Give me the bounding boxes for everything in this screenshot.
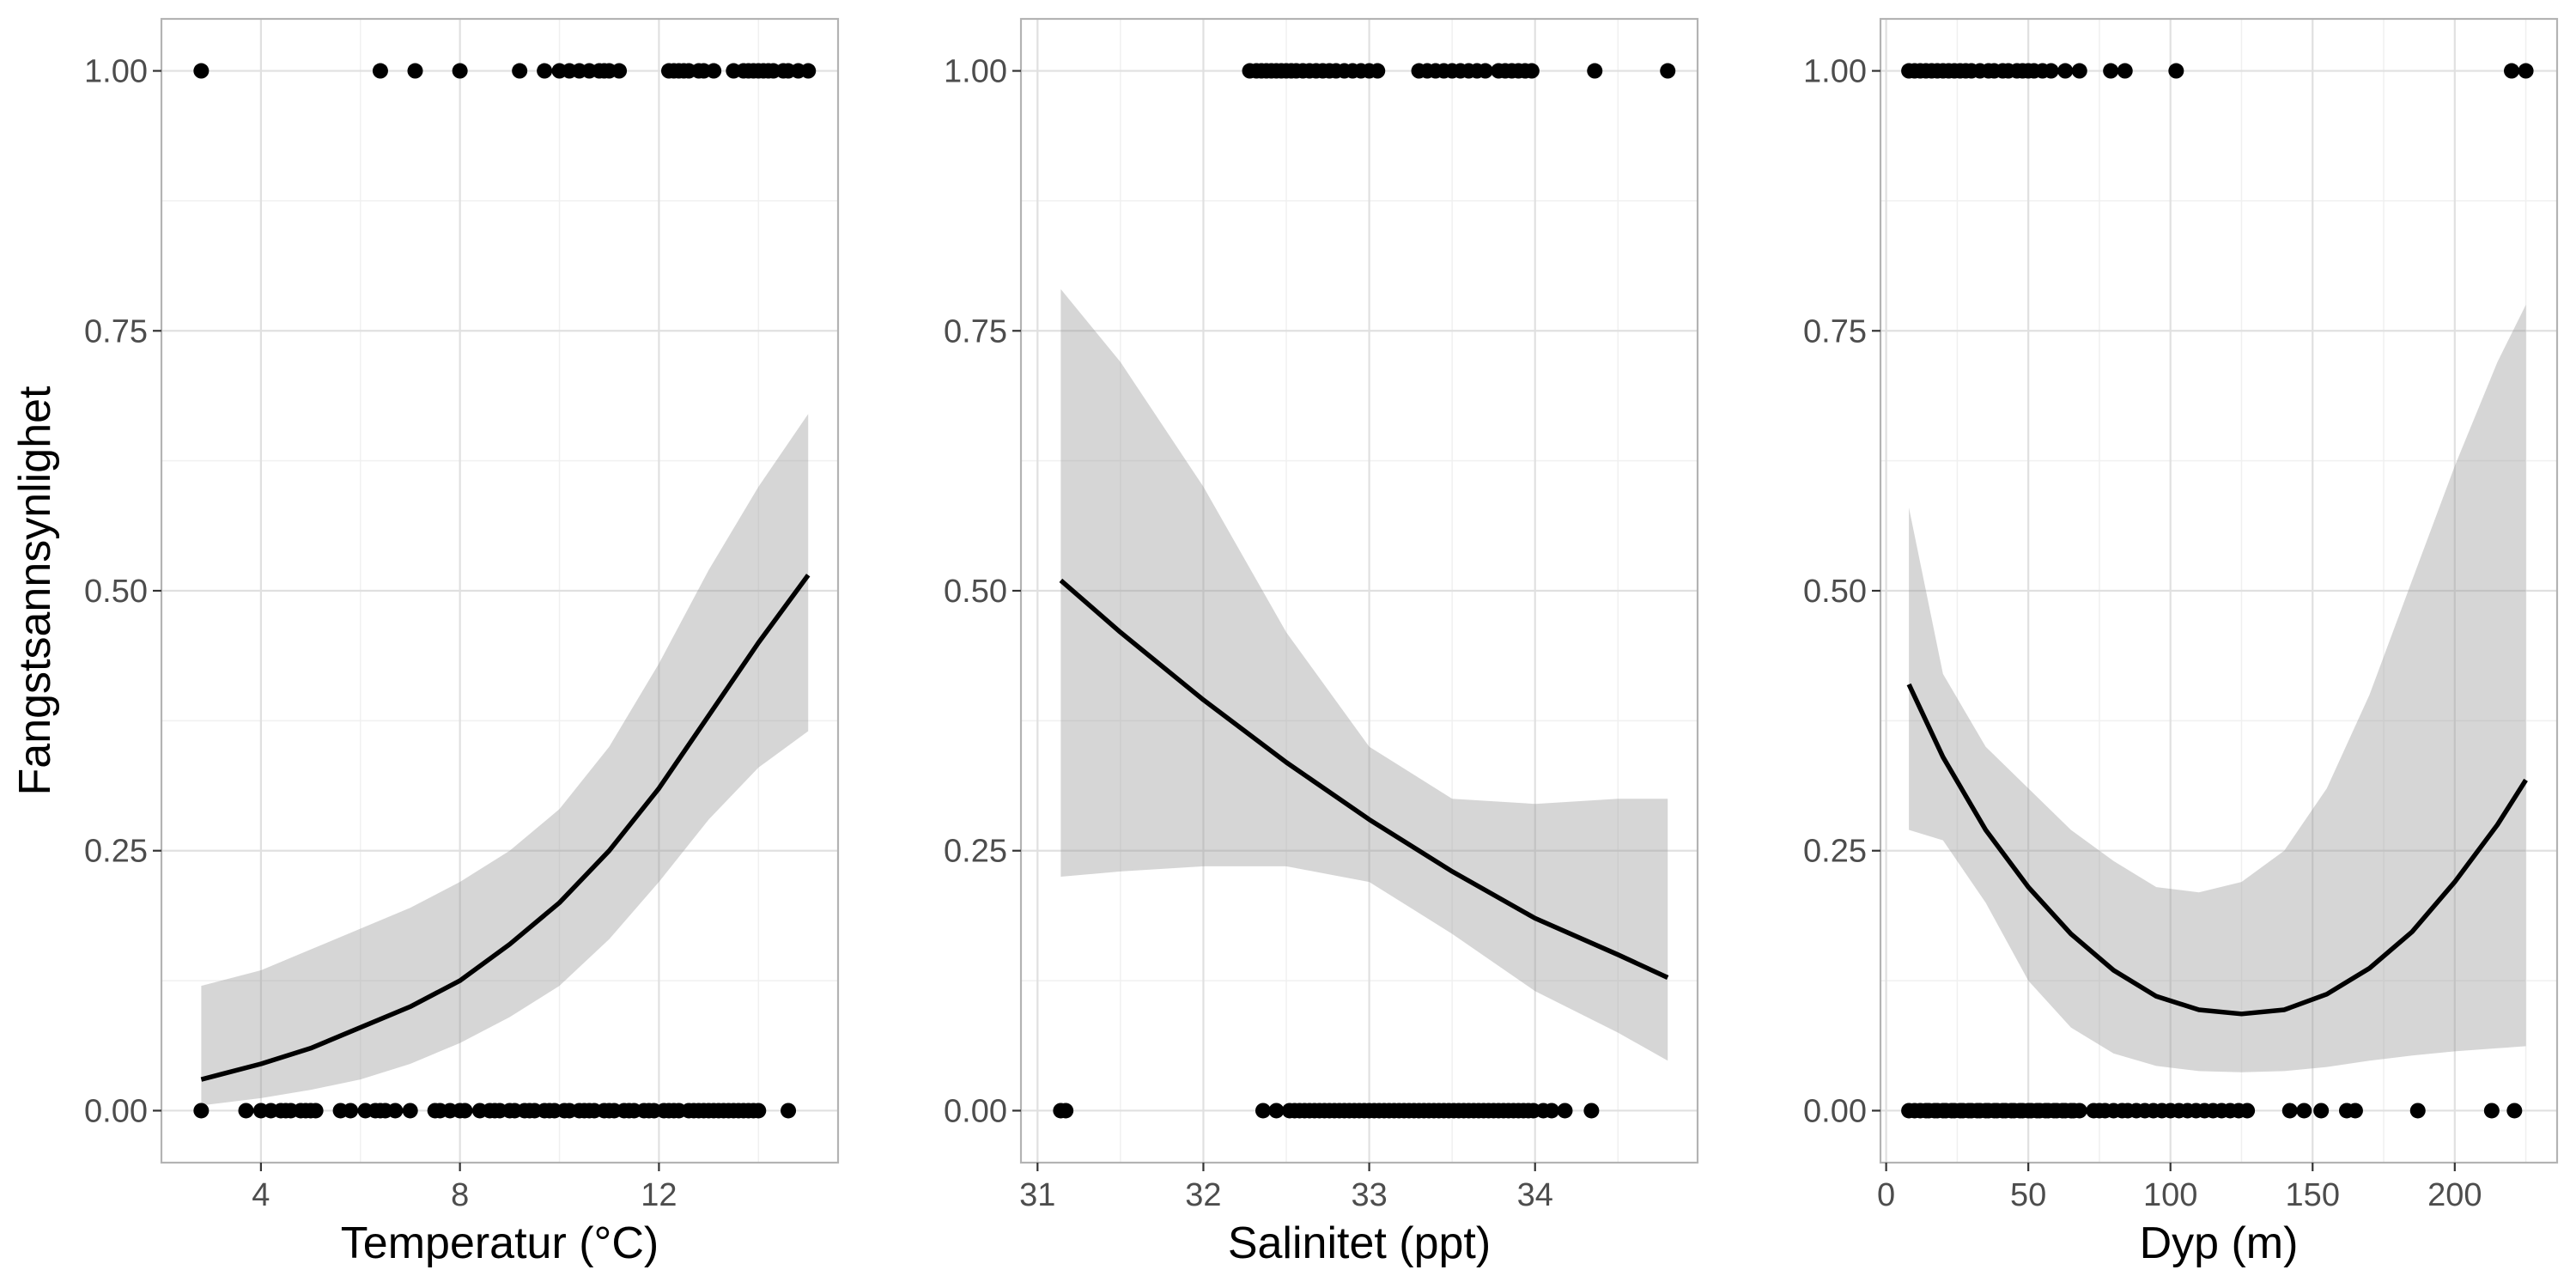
temperatur-point-no-catch <box>457 1103 473 1119</box>
dyp-point-no-catch <box>2296 1103 2312 1119</box>
salinitet-point-catch <box>1660 63 1676 79</box>
dyp-x-tick-label: 100 <box>2143 1177 2197 1213</box>
temperatur-y-tick-label: 0.25 <box>84 834 148 870</box>
dyp-confidence-band <box>1909 305 2526 1072</box>
salinitet-point-catch <box>1477 63 1493 79</box>
dyp-y-tick-label: 1.00 <box>1803 54 1867 90</box>
salinitet-point-no-catch <box>1557 1103 1573 1119</box>
dyp-point-no-catch <box>2071 1103 2087 1119</box>
figure-y-axis-title: Fangstsannsynlighet <box>10 386 60 796</box>
dyp-x-tick-label: 150 <box>2286 1177 2340 1213</box>
salinitet-x-tick-label: 34 <box>1517 1177 1553 1213</box>
dyp-fit-line <box>1906 683 2528 1017</box>
temperatur-x-axis-title: Temperatur (°C) <box>341 1218 659 1268</box>
dyp-point-no-catch <box>2483 1103 2500 1119</box>
dyp-point-no-catch <box>2506 1103 2523 1119</box>
temperatur-point-no-catch <box>781 1103 797 1119</box>
dyp-point-catch <box>2057 63 2074 79</box>
temperatur-confidence-band <box>201 414 809 1106</box>
dyp-x-tick-label: 0 <box>1877 1177 1895 1213</box>
temperatur-point-no-catch <box>387 1103 404 1119</box>
temperatur-point-catch <box>372 63 388 79</box>
dyp-y-tick-label: 0.00 <box>1803 1093 1867 1129</box>
salinitet-point-no-catch <box>1544 1103 1560 1119</box>
salinitet-x-tick-label: 31 <box>1019 1177 1055 1213</box>
salinitet-point-no-catch <box>1255 1103 1271 1119</box>
dyp-y-tick-label: 0.50 <box>1803 574 1867 610</box>
temperatur-point-catch <box>537 63 553 79</box>
salinitet-y-tick-label: 0.25 <box>944 834 1007 870</box>
temperatur-point-no-catch <box>307 1103 324 1119</box>
salinitet-point-no-catch <box>1268 1103 1285 1119</box>
dyp-point-no-catch <box>2281 1103 2298 1119</box>
salinitet-x-tick-label: 33 <box>1351 1177 1387 1213</box>
dyp-point-catch <box>2518 63 2534 79</box>
salinitet-y-tick-label: 0.00 <box>944 1093 1007 1129</box>
panel-temperatur: 0.00 0.25 0.50 0.75 1.00 4 8 12 Temperatur (°C) <box>84 17 840 1268</box>
salinitet-point-catch <box>1587 63 1603 79</box>
dyp-point-catch <box>2103 63 2119 79</box>
temperatur-point-catch <box>193 63 210 79</box>
temperatur-point-catch <box>611 63 628 79</box>
temperatur-fit-line <box>200 574 811 1082</box>
temperatur-point-no-catch <box>343 1103 359 1119</box>
temperatur-point-catch <box>512 63 528 79</box>
temperatur-x-tick-label: 12 <box>641 1177 677 1213</box>
salinitet-x-axis-title: Salinitet (ppt) <box>1228 1218 1491 1268</box>
temperatur-y-tick-label: 0.00 <box>84 1093 148 1129</box>
temperatur-point-catch <box>452 63 468 79</box>
dyp-point-catch <box>2071 63 2087 79</box>
salinitet-fit-line <box>1059 578 1669 980</box>
dyp-point-catch <box>2504 63 2520 79</box>
temperatur-y-tick-label: 1.00 <box>84 54 148 90</box>
temperatur-point-catch <box>800 63 817 79</box>
dyp-point-no-catch <box>2347 1103 2363 1119</box>
temperatur-point-no-catch <box>750 1103 767 1119</box>
temperatur-y-tick-label: 0.75 <box>84 313 148 349</box>
dyp-x-tick-label: 50 <box>2010 1177 2046 1213</box>
dyp-point-catch <box>2043 63 2059 79</box>
dyp-point-no-catch <box>2409 1103 2426 1119</box>
dyp-point-no-catch <box>2313 1103 2330 1119</box>
salinitet-y-tick-label: 1.00 <box>944 54 1007 90</box>
temperatur-point-catch <box>706 63 722 79</box>
salinitet-point-no-catch <box>1583 1103 1600 1119</box>
temperatur-x-tick-label: 4 <box>252 1177 270 1213</box>
temperatur-point-no-catch <box>402 1103 418 1119</box>
dyp-point-no-catch <box>2239 1103 2256 1119</box>
salinitet-y-tick-label: 0.75 <box>944 313 1007 349</box>
dyp-point-catch <box>2168 63 2184 79</box>
dyp-point-catch <box>2117 63 2133 79</box>
panel-salinitet: 0.00 0.25 0.50 0.75 1.00 31 32 33 34 Salinitet (p… <box>944 17 1699 1268</box>
temperatur-y-tick-label: 0.50 <box>84 574 148 610</box>
salinitet-point-no-catch <box>1058 1103 1074 1119</box>
panel-dyp: 0.00 0.25 0.50 0.75 1.00 0 50 100 150 200 Dyp (m) <box>1803 17 2559 1268</box>
temperatur-point-no-catch <box>238 1103 254 1119</box>
dyp-x-tick-label: 200 <box>2427 1177 2482 1213</box>
salinitet-point-catch <box>1523 63 1540 79</box>
salinitet-point-catch <box>1370 63 1386 79</box>
salinitet-confidence-band <box>1060 289 1668 1061</box>
temperatur-point-catch <box>407 63 423 79</box>
salinitet-x-tick-label: 32 <box>1185 1177 1221 1213</box>
temperatur-x-tick-label: 8 <box>451 1177 469 1213</box>
temperatur-point-no-catch <box>193 1103 210 1119</box>
dyp-y-tick-label: 0.25 <box>1803 834 1867 870</box>
dyp-y-tick-label: 0.75 <box>1803 313 1867 349</box>
salinitet-y-tick-label: 0.50 <box>944 574 1007 610</box>
dyp-x-axis-title: Dyp (m) <box>2140 1218 2299 1268</box>
